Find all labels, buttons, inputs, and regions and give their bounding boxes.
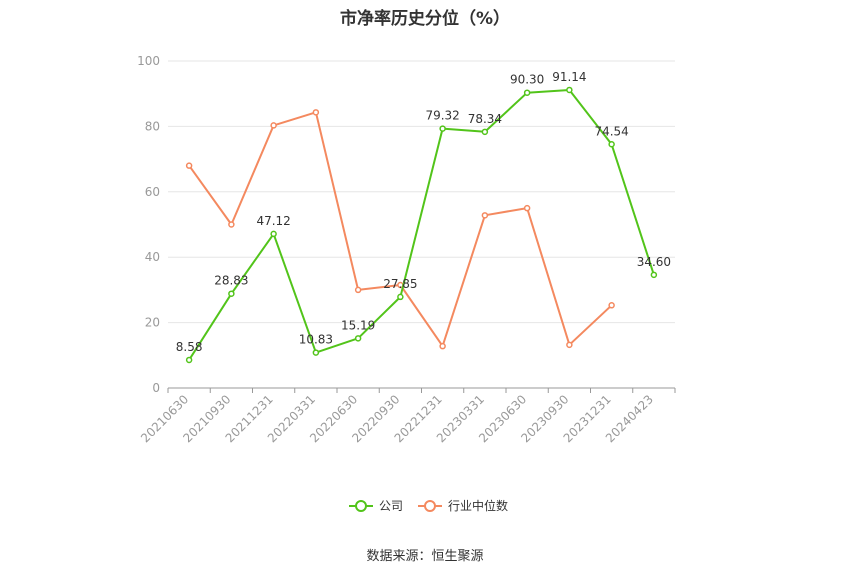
series-line bbox=[188, 89, 655, 361]
legend-item[interactable]: 公司 bbox=[349, 499, 403, 513]
series-line bbox=[188, 111, 613, 348]
grid-layer bbox=[168, 60, 675, 324]
data-point bbox=[312, 349, 320, 356]
data-point bbox=[481, 128, 489, 136]
y-tick-label: 20 bbox=[145, 316, 160, 330]
data-point bbox=[397, 293, 404, 301]
data-point bbox=[439, 125, 446, 132]
data-label: 27.85 bbox=[383, 277, 417, 291]
data-label: 34.60 bbox=[637, 255, 671, 269]
data-point bbox=[185, 162, 193, 169]
legend-label: 公司 bbox=[379, 499, 403, 513]
axis-layer: 0204060801002021063020210930202112312022… bbox=[137, 54, 676, 445]
source-note: 数据来源：恒生聚源 bbox=[366, 549, 484, 564]
data-label: 91.14 bbox=[552, 70, 586, 84]
legend-swatch-marker bbox=[355, 500, 367, 512]
label-layer: 8.58 28.83 47.12 10.83 15.19 27.85 79.32 78.34 9… bbox=[176, 70, 671, 354]
data-point bbox=[270, 122, 277, 129]
data-point bbox=[354, 335, 362, 342]
data-label: 10.83 bbox=[299, 333, 333, 347]
data-label: 8.58 bbox=[176, 340, 203, 354]
chart-title: 市净率历史分位（%） bbox=[339, 9, 511, 29]
legend-swatch-marker bbox=[424, 500, 436, 512]
data-label: 90.30 bbox=[510, 73, 544, 87]
legend-item[interactable]: 行业中位数 bbox=[418, 498, 508, 513]
data-point bbox=[481, 212, 489, 219]
series-layer bbox=[185, 86, 658, 364]
data-point bbox=[650, 271, 658, 279]
data-point bbox=[228, 221, 235, 228]
data-label: 79.32 bbox=[425, 109, 459, 123]
y-tick-label: 100 bbox=[137, 54, 160, 68]
y-tick-label: 80 bbox=[145, 119, 160, 133]
data-point bbox=[228, 290, 235, 297]
data-point bbox=[185, 356, 193, 364]
data-label: 15.19 bbox=[341, 318, 375, 332]
data-label: 74.54 bbox=[594, 124, 628, 138]
data-label: 78.34 bbox=[468, 112, 502, 126]
data-label: 28.83 bbox=[214, 274, 248, 288]
data-point bbox=[608, 302, 615, 309]
data-point bbox=[439, 342, 446, 350]
data-point bbox=[608, 141, 615, 148]
data-point bbox=[312, 109, 320, 116]
data-point bbox=[566, 341, 573, 349]
legend-label: 行业中位数 bbox=[448, 498, 508, 513]
data-point bbox=[270, 230, 277, 238]
y-tick-label: 0 bbox=[152, 381, 160, 395]
y-tick-label: 60 bbox=[145, 185, 160, 199]
data-point bbox=[523, 89, 531, 96]
data-point bbox=[566, 86, 573, 94]
data-label: 47.12 bbox=[256, 214, 290, 228]
y-tick-label: 40 bbox=[145, 250, 160, 264]
data-point bbox=[523, 204, 531, 212]
legend[interactable]: 公司 行业中位数 bbox=[349, 498, 508, 513]
data-point bbox=[354, 286, 362, 294]
